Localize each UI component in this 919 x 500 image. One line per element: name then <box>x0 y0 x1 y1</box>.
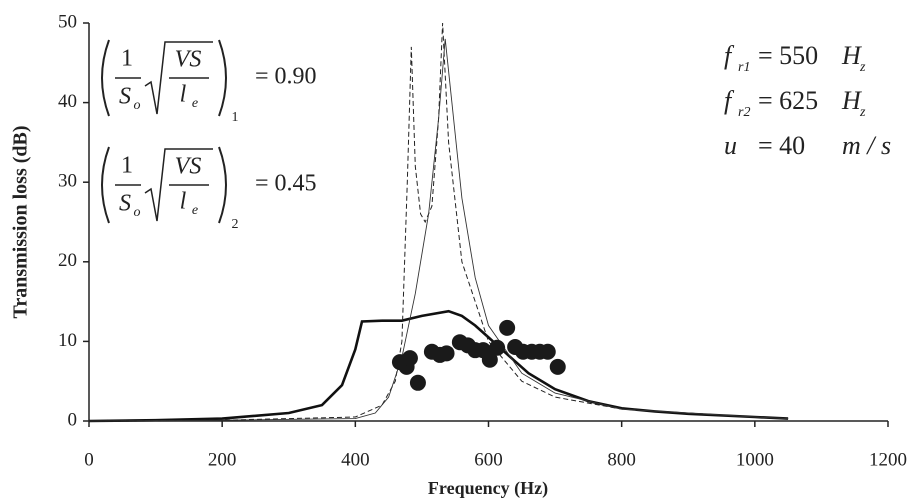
fraction-den: S <box>119 84 131 110</box>
line-series <box>88 309 789 423</box>
x-tick-label: 200 <box>208 449 237 470</box>
paren <box>218 146 227 224</box>
param-text: = 550 <box>758 41 818 70</box>
y-axis-title: Transmission loss (dB) <box>10 125 32 318</box>
data-point <box>499 319 516 336</box>
param-symbol: f <box>724 86 735 115</box>
formula-value: = 0.45 <box>255 171 317 197</box>
param-text: = 625 <box>758 86 818 115</box>
y-tick-label: 10 <box>58 330 77 351</box>
root-den-sub: e <box>192 96 198 111</box>
root-den: l <box>180 82 187 108</box>
param-symbol: f <box>724 41 735 70</box>
data-point <box>438 345 455 362</box>
data-point <box>549 358 566 375</box>
param-text: = 40 <box>758 131 805 160</box>
param-unit: H <box>841 86 862 115</box>
param-unit-sub: z <box>859 60 866 75</box>
x-tick-label: 0 <box>84 449 94 470</box>
root-den: l <box>180 189 187 215</box>
formula-value: = 0.90 <box>255 64 317 90</box>
fraction-den-sub: o <box>134 205 141 220</box>
sqrt <box>144 148 213 222</box>
x-tick-label: 1000 <box>736 449 774 470</box>
param-sub: r2 <box>738 105 750 120</box>
root-num: VS <box>175 154 202 180</box>
y-tick-label: 30 <box>58 171 77 192</box>
data-point <box>539 343 556 360</box>
fraction-num: 1 <box>121 153 133 179</box>
x-tick-label: 1200 <box>869 449 907 470</box>
paren <box>218 39 227 117</box>
y-tick-label: 40 <box>58 91 77 112</box>
root-den-sub: e <box>192 203 198 218</box>
root-num: VS <box>175 47 202 73</box>
data-point <box>489 339 506 356</box>
param-symbol: u <box>724 131 737 160</box>
fraction-den: S <box>119 191 131 217</box>
x-tick-label: 600 <box>474 449 503 470</box>
param-unit-sub: z <box>859 105 866 120</box>
line-series <box>88 38 789 422</box>
paren <box>101 146 110 224</box>
data-point <box>409 374 426 391</box>
param-unit: m / s <box>842 131 891 160</box>
y-tick-label: 20 <box>58 250 77 271</box>
x-tick-label: 800 <box>607 449 636 470</box>
y-tick-label: 50 <box>58 11 77 32</box>
sqrt <box>144 41 213 115</box>
data-point <box>401 350 418 367</box>
paren <box>101 39 110 117</box>
formula-index: 1 <box>232 110 239 125</box>
x-axis-title: Frequency (Hz) <box>428 478 548 499</box>
fraction-num: 1 <box>121 46 133 72</box>
param-unit: H <box>841 41 862 70</box>
y-tick-label: 0 <box>68 409 78 430</box>
data-point <box>481 351 498 368</box>
x-tick-label: 400 <box>341 449 370 470</box>
formula-index: 2 <box>232 217 239 232</box>
param-sub: r1 <box>738 60 750 75</box>
fraction-den-sub: o <box>134 98 141 113</box>
